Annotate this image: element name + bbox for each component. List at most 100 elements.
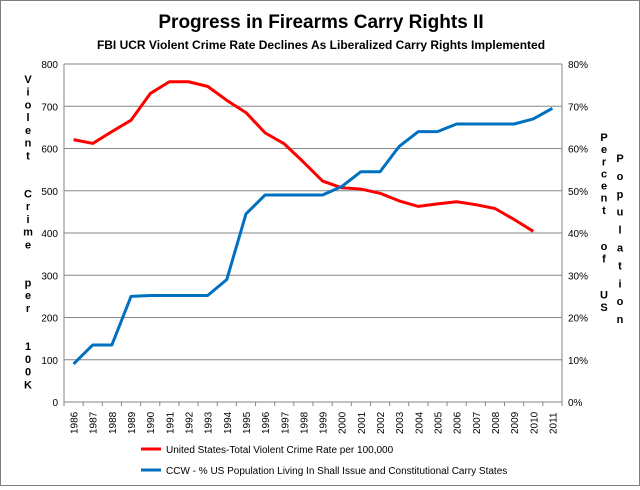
x-tick-label: 2011 [548, 412, 559, 434]
left-axis-label-letter: l [26, 112, 29, 124]
left-axis-label-letter: V [24, 74, 32, 86]
x-tick-label: 1988 [108, 411, 119, 434]
left-axis-label-letter: o [25, 99, 32, 111]
right-tick-label: 20% [568, 314, 588, 325]
right-axis-label-a-letter: r [602, 156, 607, 168]
chart-title: Progress in Firearms Carry Rights II [158, 12, 483, 33]
series-line-2 [72, 107, 554, 366]
legend-label-1: United States-Total Violent Crime Rate p… [166, 445, 394, 456]
left-tick-label: 0 [52, 398, 58, 409]
right-tick-label: 30% [568, 271, 588, 282]
left-axis-label-letter: i [26, 87, 29, 99]
left-tick-label: 100 [41, 356, 58, 367]
gridlines [63, 63, 563, 403]
x-tick-label: 2003 [395, 411, 406, 434]
left-axis-label-letter: i [26, 214, 29, 226]
left-axis-label-letter: 0 [25, 367, 31, 379]
left-axis-label-letter: t [26, 150, 30, 162]
x-tick-label: 1990 [146, 411, 157, 434]
left-axis-label-letter: p [25, 278, 32, 290]
right-axis-label-a-letter: P [600, 132, 607, 144]
x-tick-label: 2005 [434, 411, 445, 434]
series-lines [72, 80, 554, 366]
x-tick-label: 1999 [319, 411, 330, 434]
left-axis-ticks: 0 100 200 300 400 500 600 700 800 [41, 60, 58, 409]
right-axis-label-b-letter: o [617, 171, 624, 183]
x-tick-label: 1991 [165, 411, 176, 434]
right-axis-label-a-letter: c [601, 168, 607, 180]
left-axis-label-letter: r [26, 201, 31, 213]
x-tick-label: 1992 [185, 411, 196, 434]
x-tick-label: 1998 [299, 411, 310, 434]
right-tick-label: 60% [568, 145, 588, 156]
right-axis-label-b-letter: n [617, 314, 624, 326]
right-axis-label-a-letter: o [601, 241, 608, 253]
right-axis-label-b-letter: p [617, 189, 624, 201]
right-tick-label: 40% [568, 229, 588, 240]
right-axis-label-b-letter: l [618, 225, 621, 237]
x-tick-label: 2007 [472, 411, 483, 434]
x-tick-label: 2004 [414, 411, 425, 434]
x-tick-label: 1994 [223, 411, 234, 434]
right-axis-label-a-letter: n [601, 193, 608, 205]
x-tick-label: 2002 [376, 411, 387, 434]
left-axis-label-letter: C [24, 188, 32, 200]
right-tick-label: 50% [568, 187, 588, 198]
x-tick-label: 1986 [70, 411, 81, 434]
left-axis-label-letter: m [23, 227, 33, 239]
left-tick-label: 800 [41, 60, 58, 71]
x-tick-label: 2006 [453, 411, 464, 434]
x-tick-label: 1996 [261, 411, 272, 434]
x-tick-label: 2010 [529, 411, 540, 434]
right-axis-label-b-letter: i [618, 278, 621, 290]
x-tick-label: 1993 [204, 411, 215, 434]
right-axis-label-b-letter: o [617, 296, 624, 308]
right-axis-label-a-letter: f [602, 253, 606, 265]
left-tick-label: 700 [41, 102, 58, 113]
x-tick-label: 1997 [280, 411, 291, 434]
left-tick-label: 400 [41, 229, 58, 240]
right-axis-ticks: 0% 10% 20% 30% 40% 50% 60% 70% 80% [568, 60, 588, 409]
left-tick-label: 300 [41, 271, 58, 282]
right-tick-label: 80% [568, 60, 588, 71]
right-axis-label-b-letter: P [616, 153, 623, 165]
right-tick-label: 70% [568, 102, 588, 113]
right-axis-label-a-letter: e [601, 181, 607, 193]
legend: United States-Total Violent Crime Rate p… [141, 445, 507, 477]
series-line-1 [73, 80, 535, 233]
left-axis-label-letter: e [25, 239, 31, 251]
right-axis-label-b-letter: u [617, 207, 624, 219]
right-axis-label-b-letter: t [618, 260, 622, 272]
left-axis-label-letter: n [25, 138, 32, 150]
right-axis-label-a-letter: t [602, 205, 606, 217]
x-tick-label: 2000 [338, 411, 349, 434]
legend-label-2: CCW - % US Population Living In Shall Is… [166, 466, 507, 477]
x-tick-label: 1987 [89, 411, 100, 434]
x-axis-ticks: 1986 1987 1988 1989 1990 1991 1992 1993 1994 1995… [63, 402, 563, 434]
left-axis-label-letter: e [25, 125, 31, 137]
left-axis-label-letter: r [26, 303, 31, 315]
right-axis-label-a-letter: e [601, 144, 607, 156]
left-tick-label: 200 [41, 314, 58, 325]
x-tick-label: 2008 [491, 411, 502, 434]
left-axis-label-letter: 0 [25, 354, 31, 366]
right-axis-label-b-letter: a [617, 243, 624, 255]
left-axis-label-letter: e [25, 290, 31, 302]
x-tick-label: 1989 [127, 411, 138, 434]
right-tick-label: 0% [568, 398, 583, 409]
left-axis-label-letter: K [24, 379, 32, 391]
left-axis-label-letter: 1 [25, 341, 31, 353]
left-tick-label: 600 [41, 145, 58, 156]
right-axis-label-a-letter: S [600, 302, 607, 314]
left-tick-label: 500 [41, 187, 58, 198]
right-tick-label: 10% [568, 356, 588, 367]
x-tick-label: 2001 [357, 411, 368, 434]
x-tick-label: 1995 [242, 411, 253, 434]
right-axis-label-a-letter: U [600, 290, 608, 302]
chart-subtitle: FBI UCR Violent Crime Rate Declines As L… [97, 38, 545, 52]
x-tick-label: 2009 [510, 411, 521, 434]
